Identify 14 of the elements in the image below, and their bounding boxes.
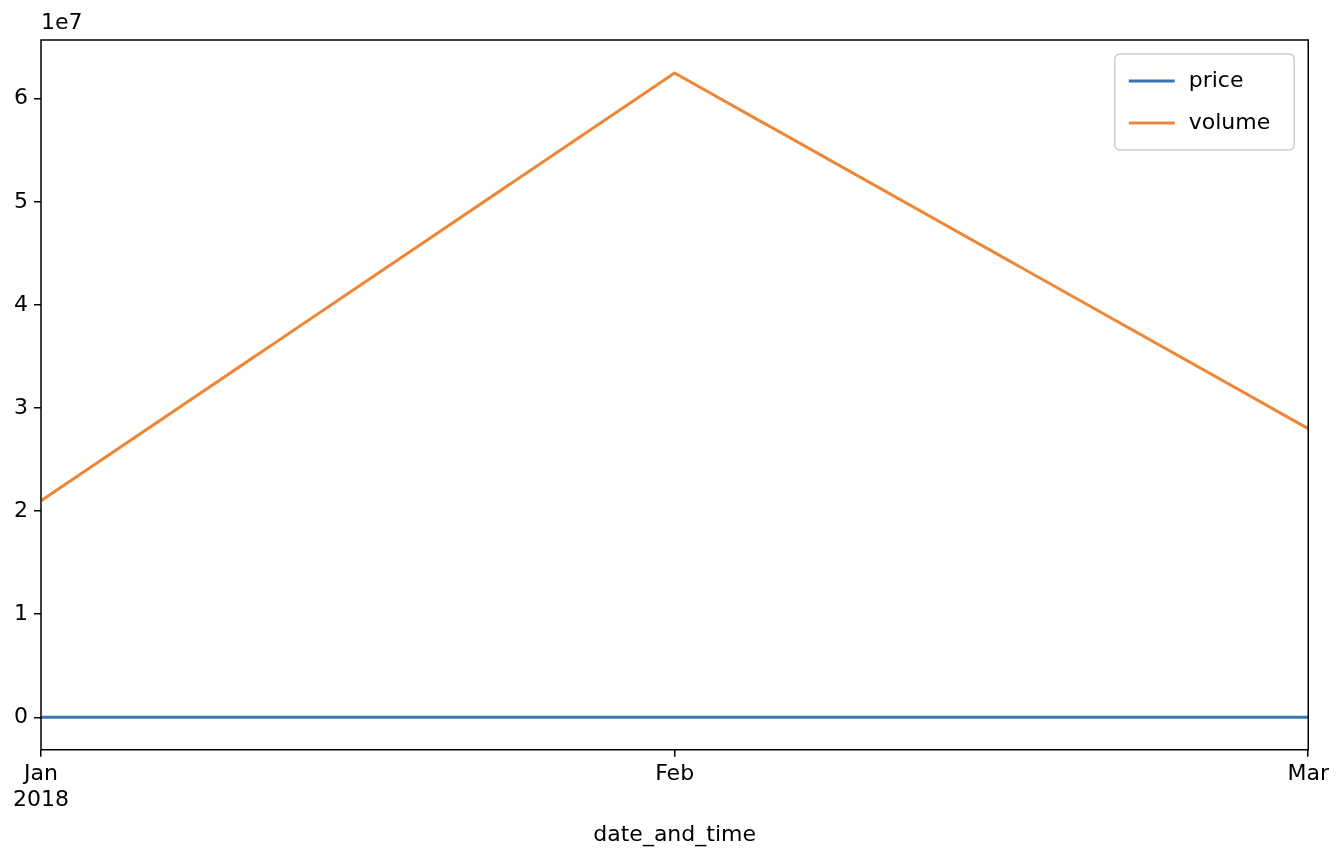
x-tick-label: Feb <box>655 759 695 785</box>
y-tick-label: 6 <box>14 84 28 110</box>
y-tick-label: 0 <box>14 703 28 729</box>
y-tick-label: 1 <box>14 599 28 625</box>
y-tick-label: 3 <box>14 393 28 419</box>
y-tick-label: 4 <box>14 290 28 316</box>
x-axis-title: date_and_time <box>593 820 756 847</box>
y-tick-label: 5 <box>14 187 28 213</box>
legend-label: volume <box>1188 108 1271 134</box>
legend-label: price <box>1188 66 1244 92</box>
text: 1e7 <box>41 8 83 34</box>
x-tick-label: Jan 2018 <box>13 759 69 812</box>
x-tick-label: Mar <box>1287 759 1330 785</box>
y-tick-label: 2 <box>14 496 28 522</box>
